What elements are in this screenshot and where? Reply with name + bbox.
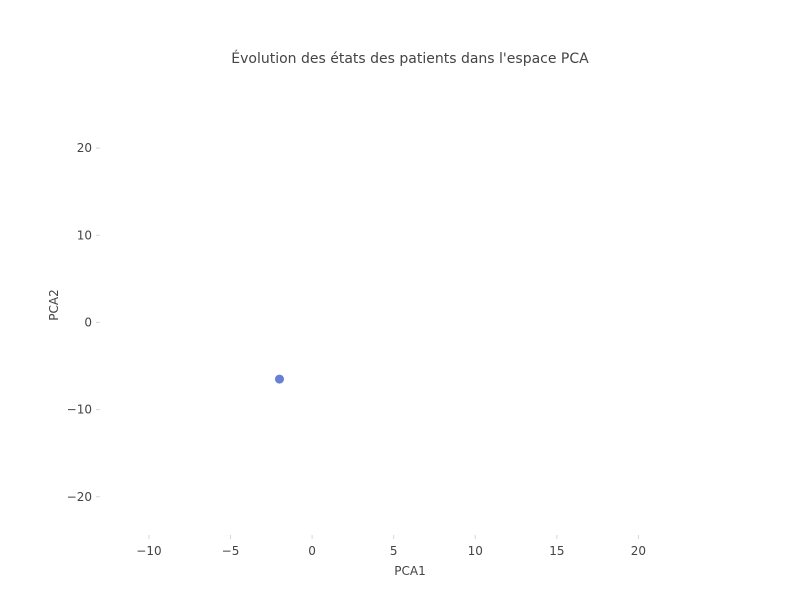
y-axis-label: PCA2	[47, 289, 61, 320]
y-tick-label: −10	[67, 403, 92, 417]
x-tick-label: 5	[390, 544, 398, 558]
data-points	[274, 374, 284, 384]
x-axis-ticks: −10 −5 0 5 10 15 20	[136, 535, 646, 558]
y-tick-label: 10	[77, 228, 92, 242]
x-tick-label: 20	[631, 544, 646, 558]
x-tick-label: −10	[136, 544, 161, 558]
chart-title: Évolution des états des patients dans l'…	[231, 50, 589, 67]
y-tick-label: 20	[77, 141, 92, 155]
x-tick-label: 0	[308, 544, 316, 558]
x-tick-label: −5	[222, 544, 240, 558]
x-tick-label: 10	[468, 544, 483, 558]
y-tick-label: 0	[84, 315, 92, 329]
x-axis-label: PCA1	[394, 564, 425, 578]
data-point	[274, 374, 284, 384]
x-tick-label: 15	[549, 544, 564, 558]
y-tick-label: −20	[67, 490, 92, 504]
y-axis-ticks: 20 10 0 −10 −20	[67, 141, 100, 504]
